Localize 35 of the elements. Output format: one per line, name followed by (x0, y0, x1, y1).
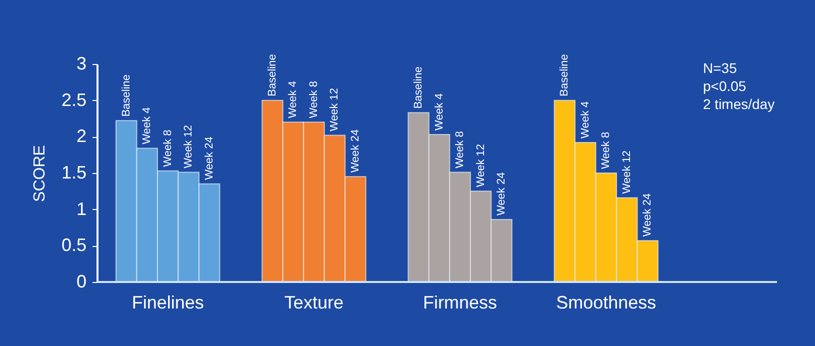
text: Week 8 (454, 131, 466, 168)
text: Week 12 (474, 144, 487, 188)
text: Week 8 (600, 132, 612, 169)
text: Week 24 (642, 193, 654, 237)
text: Baseline (558, 54, 571, 96)
text: Week 8 (162, 130, 174, 167)
text: Week 4 (579, 101, 592, 138)
y-tick-label: 0 (76, 272, 86, 292)
y-axis-title: SCORE (31, 145, 48, 202)
text: Week 24 (203, 136, 216, 180)
text: Week 12 (328, 88, 341, 132)
y-tick-label: 3 (76, 54, 86, 74)
annotation: p<0.05 (703, 78, 746, 94)
text: Baseline (266, 54, 278, 96)
text: Week 24 (349, 129, 362, 173)
x-tick-label: Finelines (132, 292, 204, 312)
y-tick-label: 1 (76, 198, 86, 219)
annotation: N=35 (703, 60, 738, 76)
x-tick-label: Texture (284, 292, 344, 312)
text: Baseline (120, 74, 132, 117)
x-tick-label: Firmness (423, 292, 498, 312)
text: Week 12 (182, 125, 195, 168)
text: Week 8 (308, 81, 320, 118)
text: Baseline (412, 66, 425, 109)
y-tick-label: 1.5 (61, 162, 86, 182)
text: Week 24 (496, 172, 508, 216)
text: Week 4 (433, 93, 446, 130)
y-tick-label: 0.5 (61, 235, 86, 256)
y-tick-label: 2.5 (61, 90, 86, 110)
text: Week 4 (141, 107, 154, 144)
y-tick-label: 2 (76, 126, 86, 146)
annotation: 2 times/day (703, 96, 775, 112)
x-tick-label: Smoothness (556, 292, 656, 312)
text: Week 12 (620, 150, 633, 194)
text: Week 4 (287, 81, 300, 118)
